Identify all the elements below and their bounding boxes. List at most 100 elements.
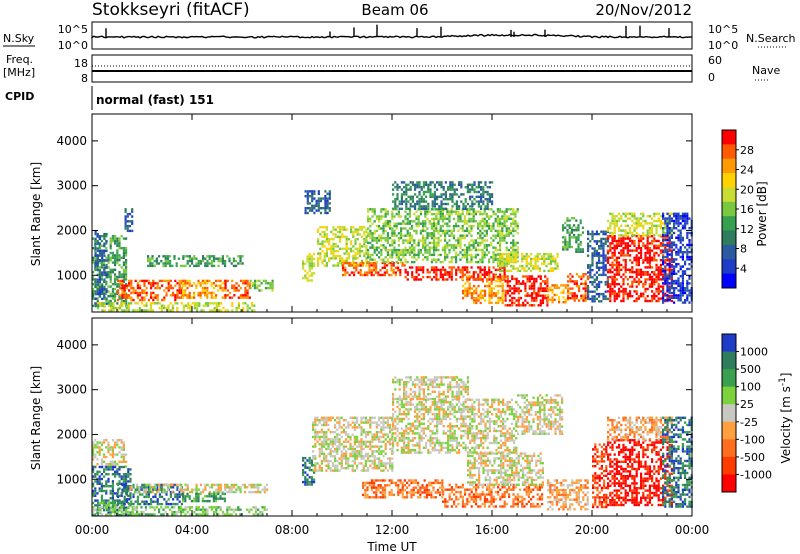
power-cell (441, 246, 444, 249)
power-colorbar-swatch (722, 144, 736, 160)
power-cell (431, 181, 434, 184)
power-cell (384, 246, 387, 249)
power-cell (448, 224, 451, 228)
power-cell (544, 289, 547, 293)
power-cell (202, 304, 205, 307)
velocity-cell (103, 465, 106, 468)
power-cell (551, 296, 554, 299)
power-cell (399, 269, 402, 272)
power-cell (516, 224, 519, 228)
power-cell (635, 273, 638, 276)
power-cell (494, 220, 497, 223)
velocity-cell (116, 443, 119, 447)
power-cell (479, 232, 482, 235)
power-cell (389, 256, 392, 259)
power-cell (384, 212, 387, 216)
power-cell (504, 280, 507, 283)
velocity-cell (105, 508, 108, 512)
power-cell (437, 241, 440, 245)
velocity-cell (103, 485, 106, 488)
velocity-cell (92, 465, 95, 469)
power-cell (466, 266, 469, 269)
velocity-cell (105, 446, 108, 449)
power-cell (367, 248, 370, 252)
power-cell (345, 240, 348, 243)
power-cell (441, 260, 444, 264)
power-cell (468, 244, 471, 247)
power-cell (105, 290, 108, 293)
power-cell (164, 262, 167, 265)
power-cell (359, 261, 362, 265)
power-cell (517, 304, 520, 307)
power-cell (611, 266, 614, 269)
velocity-cell (100, 465, 103, 469)
power-cell (435, 275, 438, 279)
power-cell (424, 239, 427, 242)
power-cell (479, 241, 482, 245)
power-cell (655, 268, 658, 271)
velocity-cell (123, 488, 126, 491)
power-cell (642, 231, 645, 235)
power-cell (145, 302, 148, 305)
power-cell (448, 260, 451, 264)
power-cell (404, 215, 407, 218)
power-cell (428, 222, 431, 225)
velocity-cell (122, 465, 125, 469)
power-cell (611, 231, 614, 235)
power-cell (210, 284, 213, 287)
power-cell (459, 258, 462, 261)
power-cell (604, 266, 607, 269)
power-cell (488, 299, 491, 302)
power-cell (151, 264, 154, 268)
power-cell (128, 296, 131, 299)
velocity-cell (132, 495, 135, 499)
power-cell (631, 271, 634, 274)
power-cell (490, 292, 493, 295)
power-cell (611, 237, 614, 240)
power-cell (433, 212, 436, 216)
power-cell (646, 287, 649, 291)
power-cell (598, 283, 601, 286)
velocity-cell (94, 499, 97, 502)
velocity-cell (92, 492, 95, 495)
power-cell (384, 239, 387, 242)
velocity-cell (118, 439, 121, 442)
velocity-cell (118, 465, 121, 469)
power-cell (505, 255, 508, 258)
velocity-cell (143, 500, 146, 503)
power-cell (411, 273, 414, 276)
power-cell (367, 220, 370, 223)
power-cell (521, 252, 524, 256)
power-cell (455, 271, 458, 274)
power-cell (613, 229, 616, 232)
power-cell (304, 207, 307, 210)
power-cell (483, 273, 486, 276)
power-cell (244, 289, 247, 292)
power-cell (595, 292, 598, 296)
power-cell (573, 233, 576, 237)
velocity-cell (120, 448, 123, 451)
power-cell (424, 215, 427, 218)
power-cell (514, 212, 517, 216)
cpid-value: normal (fast) 151 (96, 93, 214, 107)
power-cell (240, 309, 243, 312)
power-cell (228, 296, 232, 299)
power-cell (470, 208, 473, 211)
power-cell (365, 245, 368, 248)
power-cell (462, 292, 465, 295)
power-cell (442, 198, 445, 201)
power-cell (180, 294, 183, 297)
power-cell (684, 291, 687, 295)
power-cell (438, 195, 441, 198)
power-cell (386, 260, 389, 264)
power-cell (206, 294, 209, 297)
power-cell (539, 299, 542, 302)
power-cell (483, 253, 486, 257)
power-cell (182, 294, 185, 297)
power-cell (503, 252, 506, 256)
power-cell (249, 279, 252, 283)
power-cell (646, 249, 649, 252)
power-cell (437, 220, 440, 223)
power-cell (461, 220, 464, 223)
power-cell (501, 255, 504, 258)
